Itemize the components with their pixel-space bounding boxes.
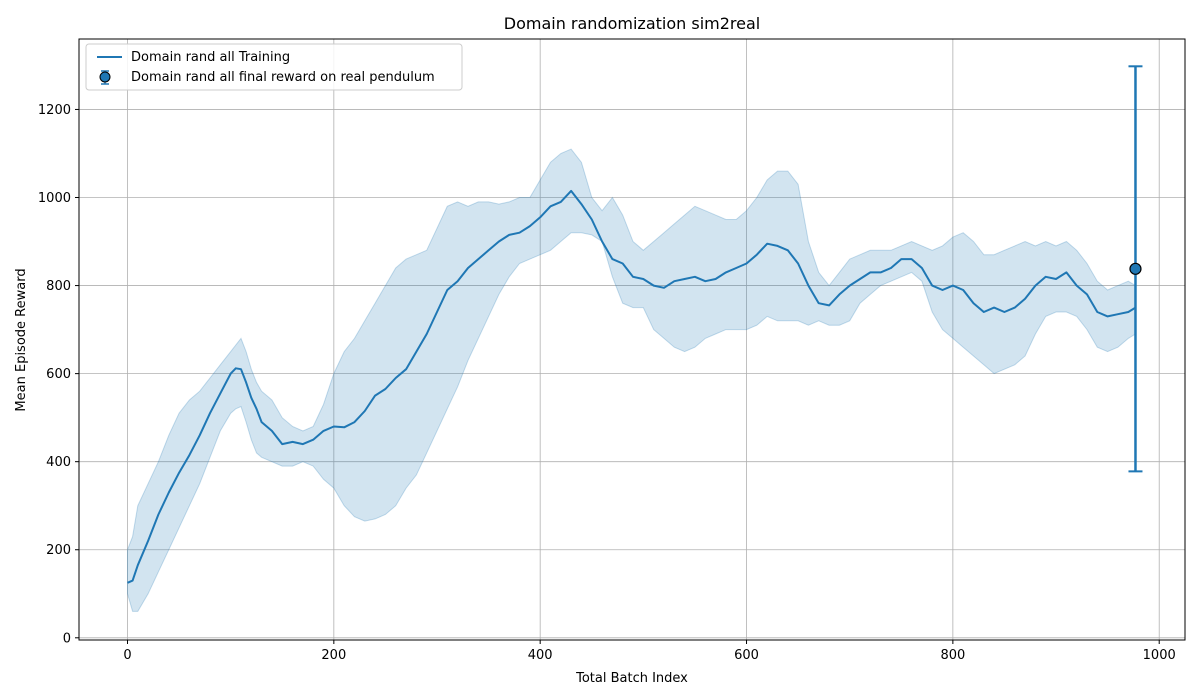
y-tick-label: 600 [46, 367, 71, 382]
errorbar-layer [1128, 65, 1143, 473]
y-tick-label: 800 [46, 279, 71, 294]
x-axis-label: Total Batch Index [575, 671, 688, 686]
legend-box [85, 43, 463, 91]
chart-title: Domain randomization sim2real [504, 14, 760, 33]
x-tick-label: 0 [123, 648, 131, 663]
x-tick-label: 600 [734, 648, 759, 663]
y-tick-label: 1000 [38, 191, 71, 206]
y-tick-label: 0 [63, 631, 71, 646]
y-tick-label: 400 [46, 455, 71, 470]
real-reward-point [1129, 262, 1142, 275]
plot-frame [78, 38, 1186, 641]
training-line [127, 189, 1137, 584]
grid [79, 39, 1185, 640]
x-tick-label: 400 [528, 648, 553, 663]
x-ticks: 0 200 400 600 800 1000 [123, 640, 1176, 663]
legend-entry-real: Domain rand all final reward on real pen… [131, 70, 435, 85]
line-layer [127, 189, 1137, 584]
x-tick-label: 200 [321, 648, 346, 663]
legend-point-swatch [99, 71, 111, 83]
legend-entry-training: Domain rand all Training [131, 50, 290, 65]
x-tick-label: 800 [940, 648, 965, 663]
y-ticks: 0 200 400 600 800 1000 1200 [38, 103, 79, 646]
x-tick-label: 1000 [1143, 648, 1176, 663]
y-tick-label: 200 [46, 543, 71, 558]
y-tick-label: 1200 [38, 103, 71, 118]
legend: Domain rand all Training Domain rand all… [85, 43, 463, 91]
y-axis-label: Mean Episode Reward [14, 268, 29, 411]
